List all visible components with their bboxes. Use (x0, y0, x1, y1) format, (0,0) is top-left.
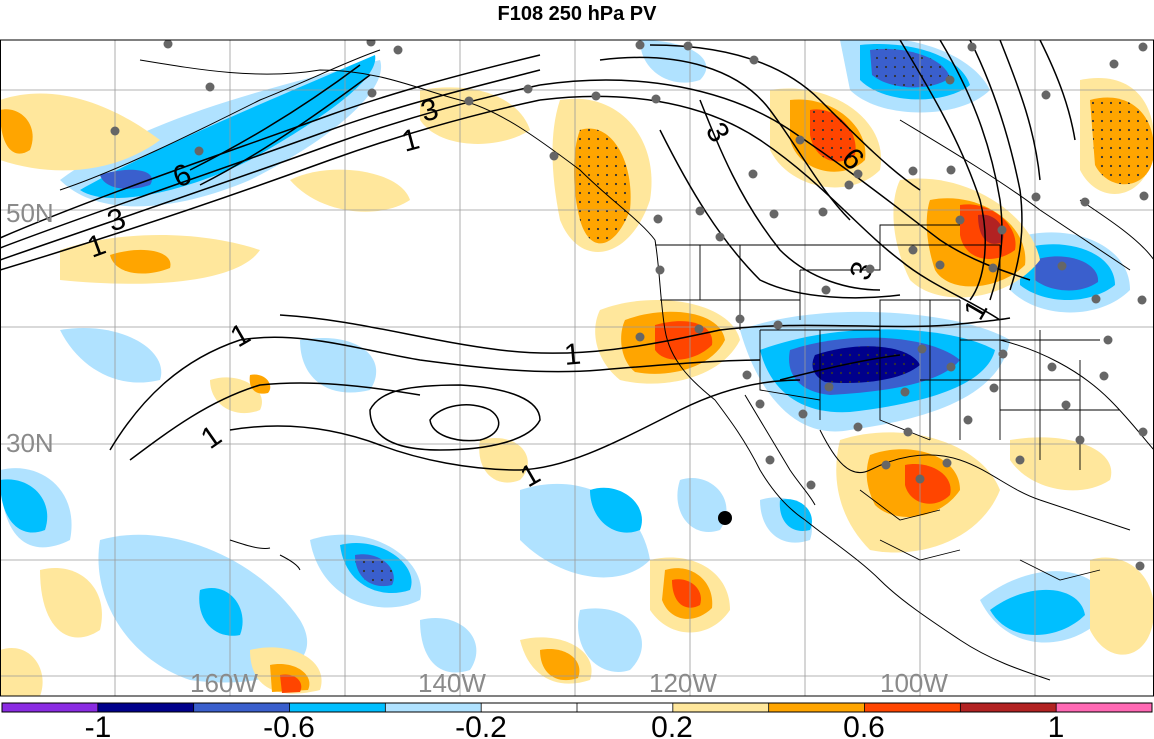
graticule-labels: 50N 30N 160W 140W 120W 100W (6, 198, 948, 698)
political-boundaries (655, 224, 1120, 581)
pv-contours (0, 40, 1076, 471)
lon-label-140w: 140W (418, 668, 486, 698)
stippling (355, 48, 1154, 587)
lon-label-160w: 160W (190, 668, 258, 698)
lat-label-30n: 30N (6, 428, 54, 458)
highlight-station-marker (718, 511, 732, 525)
contour-label: 1 (563, 338, 583, 372)
coastlines (59, 49, 1154, 681)
lat-label-50n: 50N (6, 198, 54, 228)
graticule (0, 40, 1154, 696)
lon-label-100w: 100W (880, 668, 948, 698)
map-title: F108 250 hPa PV (497, 3, 657, 25)
shaded-field: 1 3 6 1 3 3 6 3 1 1 1 1 1 (0, 40, 1154, 698)
station-dots (110, 40, 1149, 571)
lon-label-120w: 120W (649, 668, 717, 698)
